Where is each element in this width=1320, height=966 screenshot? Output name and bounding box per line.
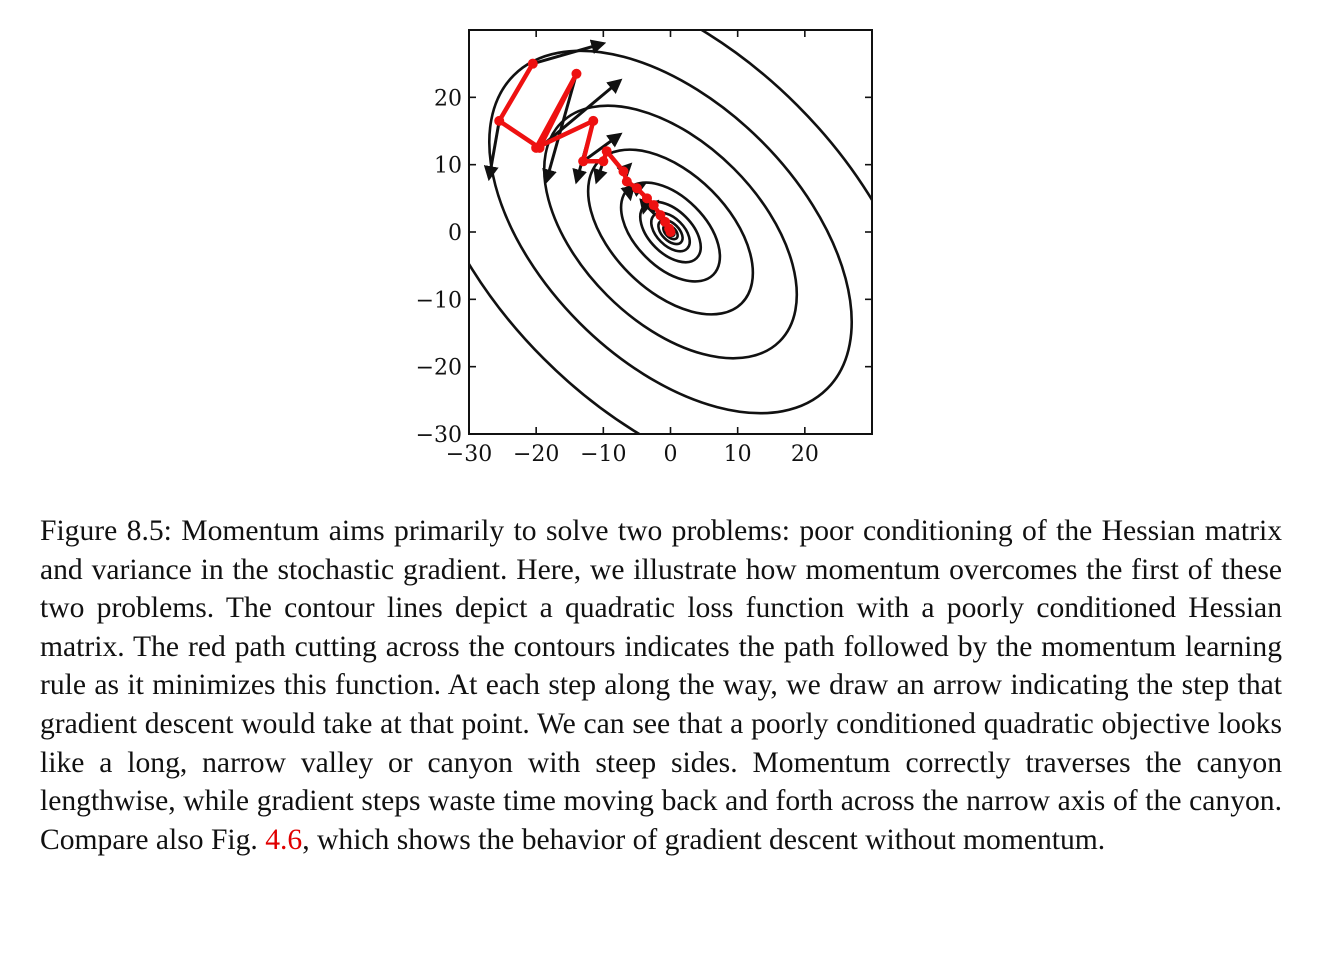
momentum-path-point (578, 156, 589, 167)
contour-plot: −30 −20 −10 0 10 20 −30 −20 −10 0 10 20 (416, 29, 873, 467)
momentum-path-point (648, 200, 659, 211)
momentum-path (494, 58, 676, 237)
y-tick-label: 10 (434, 154, 462, 179)
momentum-figure: −30 −20 −10 0 10 20 −30 −20 −10 0 10 20 (0, 0, 1320, 480)
y-tick-label: −20 (416, 356, 462, 381)
momentum-path-point (527, 58, 538, 69)
momentum-path-point (571, 68, 582, 79)
momentum-path-point (494, 115, 505, 126)
x-tick-label: −20 (513, 442, 559, 467)
y-tick-label: 20 (434, 86, 462, 111)
momentum-path-point (641, 193, 652, 204)
x-tick-label: 0 (664, 442, 678, 467)
contour-lines (469, 30, 872, 434)
momentum-path-point (588, 115, 599, 126)
gradient-arrow (538, 78, 623, 149)
gradient-arrow (532, 39, 607, 66)
momentum-path-point (601, 146, 612, 157)
momentum-path-point (531, 142, 542, 153)
gradient-arrow (582, 132, 623, 163)
gradient-arrow (483, 120, 501, 182)
x-tick-label: −30 (446, 442, 492, 467)
momentum-path-point (631, 183, 642, 194)
contour-ellipse (657, 218, 684, 246)
gradient-arrow (542, 73, 578, 185)
momentum-path-point (665, 227, 676, 237)
x-tick-label: 10 (724, 442, 752, 467)
momentum-path-point (618, 166, 629, 177)
y-tick-label: −30 (416, 423, 462, 448)
contour-ellipse (488, 49, 853, 415)
x-tick-label: −10 (580, 442, 626, 467)
contour-ellipse (469, 30, 872, 434)
y-tick-label: −10 (416, 288, 462, 313)
figure-caption: Figure 8.5: Momentum aims primarily to s… (40, 512, 1282, 859)
momentum-path-point (621, 176, 632, 187)
y-tick-label: 0 (448, 221, 462, 246)
axis-ticks (468, 30, 872, 435)
figure-reference-link[interactable]: 4.6 (265, 823, 303, 856)
x-axis-tick-labels: −30 −20 −10 0 10 20 (446, 442, 819, 467)
caption-text: Figure 8.5: Momentum aims primarily to s… (40, 515, 1282, 856)
caption-text-end: , which shows the behavior of gradient d… (302, 823, 1106, 856)
momentum-path-point (598, 156, 609, 167)
y-axis-tick-labels: −30 −20 −10 0 10 20 (416, 86, 462, 448)
x-tick-label: 20 (791, 442, 819, 467)
